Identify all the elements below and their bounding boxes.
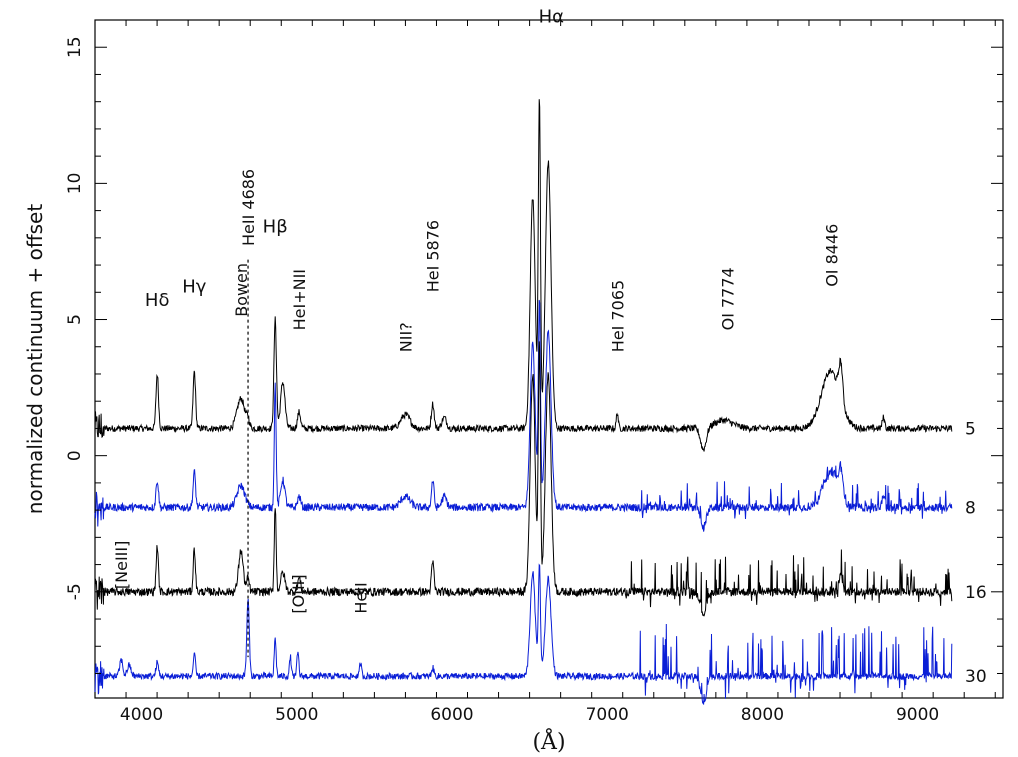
annotation-label: [NeIII] [112,541,131,589]
x-tick-label: 8000 [741,705,784,725]
plot-frame [94,19,1004,699]
x-axis-ticks: 4000 5000 6000 7000 8000 9000 [94,20,996,725]
spectrum-line-epoch-8 [94,299,953,532]
annotation-label: HeI+NII [290,269,309,330]
series-layer [94,99,953,705]
annotation-label: Hδ [145,290,170,311]
y-tick-label: 10 [65,173,85,195]
epoch-label: 16 [965,583,987,603]
y-tick-label: -5 [65,583,85,600]
x-tick-label: 4000 [120,705,163,725]
annotation-label: OI 8446 [823,224,842,287]
x-tick-label: 7000 [586,705,629,725]
annotation-label: HeI 5876 [424,220,443,292]
annotation-label: Hγ [182,276,207,297]
annotation-label: [OIII] [289,574,308,613]
annotation-label: HeI 7065 [608,280,627,352]
annotation-label: Hβ [263,216,288,237]
annotation-layer: Hδ Hγ Bowen HeII 4686 Hβ HeI+NII NII? HeI 5876 H… [112,7,841,614]
annotation-label: HeII 4686 [239,169,258,246]
epoch-label: 5 [965,419,976,439]
annotation-label: NII? [396,322,415,352]
x-tick-label: 9000 [896,705,939,725]
annotation-label: Bowen [232,263,251,317]
annotation-label: Hα [539,7,564,28]
x-tick-label: 6000 [430,705,473,725]
x-tick-label: 5000 [275,705,318,725]
epoch-label: 30 [965,667,987,687]
spectrum-line-epoch-30 [94,563,953,705]
y-tick-label: 0 [65,450,85,461]
annotation-label: HeII [352,582,371,613]
y-axis-ticks: -5 0 5 10 15 [65,36,1003,674]
x-axis-title: (Å) [532,727,565,755]
annotation-label: OI 7774 [718,267,737,330]
epoch-label-layer: 5 8 16 30 [965,419,987,687]
y-tick-label: 15 [65,36,85,58]
epoch-label: 8 [965,498,976,518]
y-tick-label: 5 [65,314,85,325]
spectrum-line-epoch-16 [94,341,953,617]
spectrum-line-epoch-5 [94,99,953,452]
y-axis-title: normalized continuum + offset [23,204,47,515]
